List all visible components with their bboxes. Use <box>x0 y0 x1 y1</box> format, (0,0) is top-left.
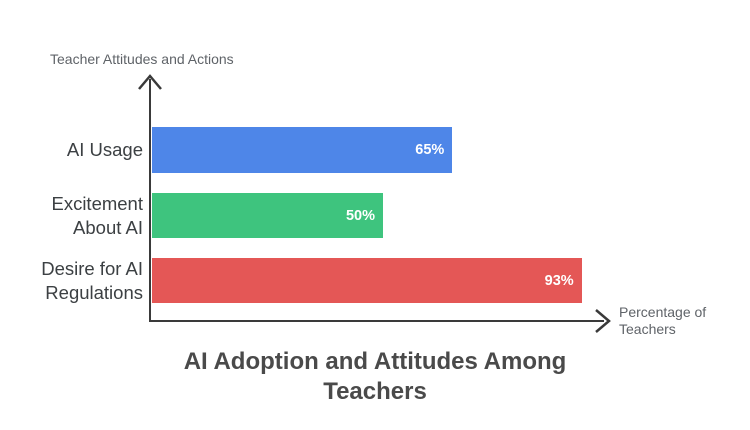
category-label-line: AI Usage <box>66 139 143 160</box>
category-label-line: Excitement <box>51 192 143 214</box>
x-axis-title-line: Percentage of <box>619 304 707 320</box>
bar-ai-usage: 65% <box>152 127 453 173</box>
bar-value-label: 93% <box>544 272 574 289</box>
category-label-line: Regulations <box>45 281 143 303</box>
category-label-excitement-about-ai: Excitement About AI <box>0 193 143 238</box>
y-axis-title: Teacher Attitudes and Actions <box>50 51 234 67</box>
x-axis-title: Percentage of Teachers <box>619 304 706 338</box>
category-label-desire-for-ai-regulations: Desire for AI Regulations <box>0 258 143 303</box>
category-label-line: Desire for AI <box>41 257 143 279</box>
bar-excitement-about-ai: 50% <box>152 193 383 238</box>
bar-row-desire-for-ai-regulations: Desire for AI Regulations 93% <box>0 258 750 303</box>
x-axis-title-line: Teachers <box>619 321 676 337</box>
bar-row-excitement-about-ai: Excitement About AI 50% <box>0 193 750 238</box>
bar-desire-for-ai-regulations: 93% <box>152 258 582 303</box>
category-label-line: About AI <box>73 216 143 238</box>
x-axis-arrowhead-icon <box>595 309 611 333</box>
chart-title-line: Teachers <box>323 378 427 405</box>
category-label-ai-usage: AI Usage <box>0 127 143 173</box>
bar-value-label: 65% <box>415 142 445 158</box>
bar-value-label: 50% <box>345 207 375 224</box>
bar-row-ai-usage: AI Usage 65% <box>0 127 750 173</box>
chart-title-line: AI Adoption and Attitudes Among <box>183 348 567 375</box>
y-axis-arrowhead-icon <box>138 74 162 90</box>
chart-title: AI Adoption and Attitudes Among Teachers <box>0 347 750 407</box>
